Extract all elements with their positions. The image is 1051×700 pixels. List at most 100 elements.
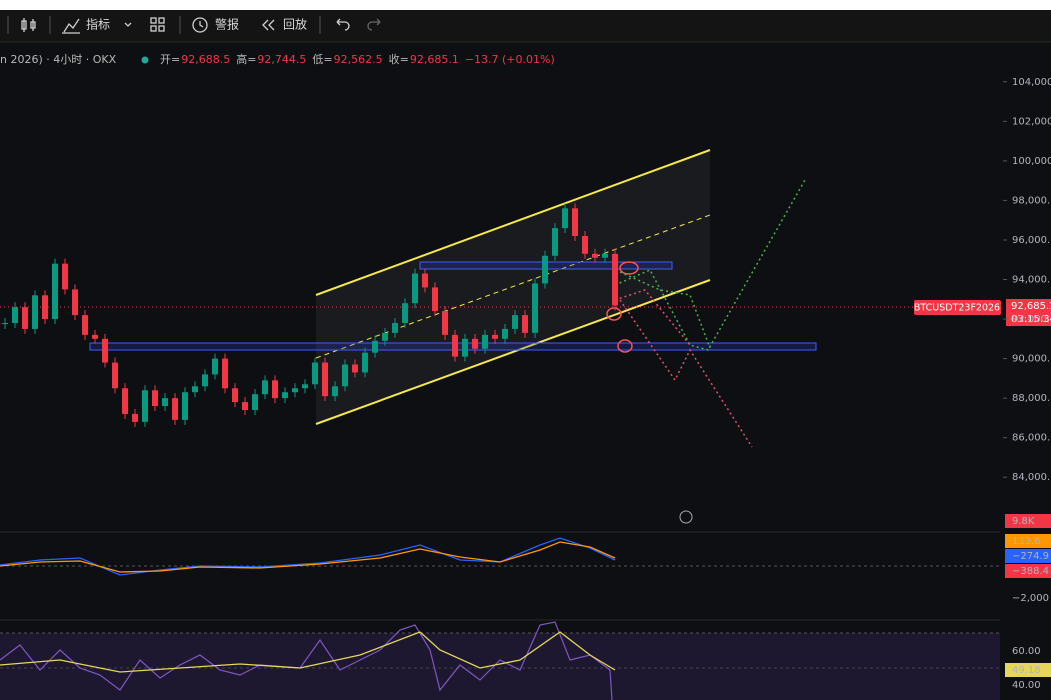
indicator-tag xyxy=(1005,549,1051,563)
candle xyxy=(272,380,278,399)
candle xyxy=(242,402,248,410)
toolbar-indicators[interactable]: 指标 xyxy=(86,17,110,32)
candle xyxy=(592,253,598,258)
status-dot xyxy=(141,56,149,64)
y-tick-label: 94,000. xyxy=(1012,275,1050,286)
ohlc-value: 92,562.5 xyxy=(334,53,383,66)
projection-bear xyxy=(614,289,691,346)
candle xyxy=(472,338,478,349)
candle xyxy=(102,338,108,363)
candle xyxy=(332,386,338,397)
ohlc-label: 收= xyxy=(389,52,409,66)
y-tick-label: 100,000. xyxy=(1012,156,1051,167)
candle xyxy=(92,334,98,339)
price-tag-timer: 03:15:34 xyxy=(1011,314,1051,325)
y-tick-label: 86,000. xyxy=(1012,433,1050,444)
candle xyxy=(122,388,128,414)
symbol-info: n 2026) · 4小时 · OKX xyxy=(0,53,117,66)
candle xyxy=(152,390,158,407)
top-strip xyxy=(0,0,1051,10)
macd-line xyxy=(0,537,616,576)
y-tick-label: 90,000. xyxy=(1012,354,1050,365)
candle xyxy=(462,338,468,357)
candle xyxy=(452,334,458,357)
candle xyxy=(362,352,368,373)
candle xyxy=(602,253,608,258)
indicator-tag xyxy=(1005,534,1051,548)
projection-bull xyxy=(614,179,806,351)
candle xyxy=(162,398,168,407)
candle xyxy=(352,364,358,373)
channel-mid xyxy=(315,214,711,359)
candle xyxy=(292,388,298,393)
indicator-label: 60.00 xyxy=(1012,646,1041,657)
ohlc-label: 开= xyxy=(160,53,180,66)
candle xyxy=(532,283,538,333)
indicator-tag xyxy=(1005,663,1051,677)
candle xyxy=(282,392,288,399)
candle xyxy=(482,334,488,349)
indicator-label: 113.6 xyxy=(1012,536,1041,547)
indicator-label: 9.8K xyxy=(1012,516,1035,527)
candle xyxy=(582,236,588,254)
indicator-labels: 9.8K 113.6 −274.9 −388.4 −2,000 60.00 49.18 40.… xyxy=(1005,514,1051,691)
candle xyxy=(12,307,18,323)
ohlc-value: 92,744.5 xyxy=(257,53,306,66)
y-tick-label: 102,000. xyxy=(1012,116,1051,127)
channel-top xyxy=(315,149,711,296)
rsi-ma-line xyxy=(0,631,616,673)
toolbar xyxy=(0,10,1051,42)
indicator-tag xyxy=(1005,514,1051,528)
y-tick-label: 88,000. xyxy=(1012,393,1050,404)
candle xyxy=(202,374,208,387)
projection-bull xyxy=(619,271,711,349)
ohlc-label: 低= xyxy=(312,53,332,66)
candle xyxy=(402,303,408,323)
candle xyxy=(512,315,518,329)
candle xyxy=(82,315,88,335)
candle xyxy=(72,289,78,316)
candle xyxy=(442,311,448,335)
candle xyxy=(32,295,38,329)
toolbar-replay[interactable]: 回放 xyxy=(283,17,307,32)
ohlc-label: 高= xyxy=(236,52,256,66)
y-tick-label: 96,000. xyxy=(1012,235,1050,246)
replay-icon[interactable] xyxy=(679,510,693,524)
projection-bear xyxy=(619,299,753,448)
indicator-label: 49.18 xyxy=(1012,665,1041,676)
indicator-tag xyxy=(1005,564,1051,578)
candle xyxy=(392,323,398,333)
symbol-tag xyxy=(914,300,1001,315)
y-tick-label: 84,000. xyxy=(1012,472,1050,483)
candle xyxy=(322,362,328,397)
candle xyxy=(302,384,308,389)
marker-ellipse xyxy=(606,307,622,321)
candle xyxy=(182,392,188,420)
candle xyxy=(522,315,528,333)
candle xyxy=(552,228,558,256)
candle xyxy=(542,255,548,284)
candle xyxy=(42,295,48,320)
y-tick-label: 92,000. xyxy=(1012,314,1050,325)
candle xyxy=(572,208,578,236)
marker-ellipse xyxy=(617,339,633,353)
indicator-label: −388.4 xyxy=(1012,566,1049,577)
candle xyxy=(262,380,268,395)
candle xyxy=(142,390,148,422)
candle xyxy=(192,386,198,393)
candle xyxy=(502,328,508,339)
candle xyxy=(2,323,8,324)
candle xyxy=(112,362,118,389)
ohlc-value: 92,688.5 xyxy=(181,53,230,66)
candle xyxy=(432,287,438,312)
rsi-line xyxy=(0,621,613,700)
candle xyxy=(612,253,618,306)
candle xyxy=(562,208,568,229)
channel-bottom xyxy=(315,279,711,425)
candle xyxy=(412,273,418,304)
y-tick-label: 98,000. xyxy=(1012,195,1050,206)
price-tag xyxy=(1006,299,1051,326)
toolbar-alerts[interactable]: 警报 xyxy=(215,17,239,32)
candle xyxy=(222,358,228,389)
